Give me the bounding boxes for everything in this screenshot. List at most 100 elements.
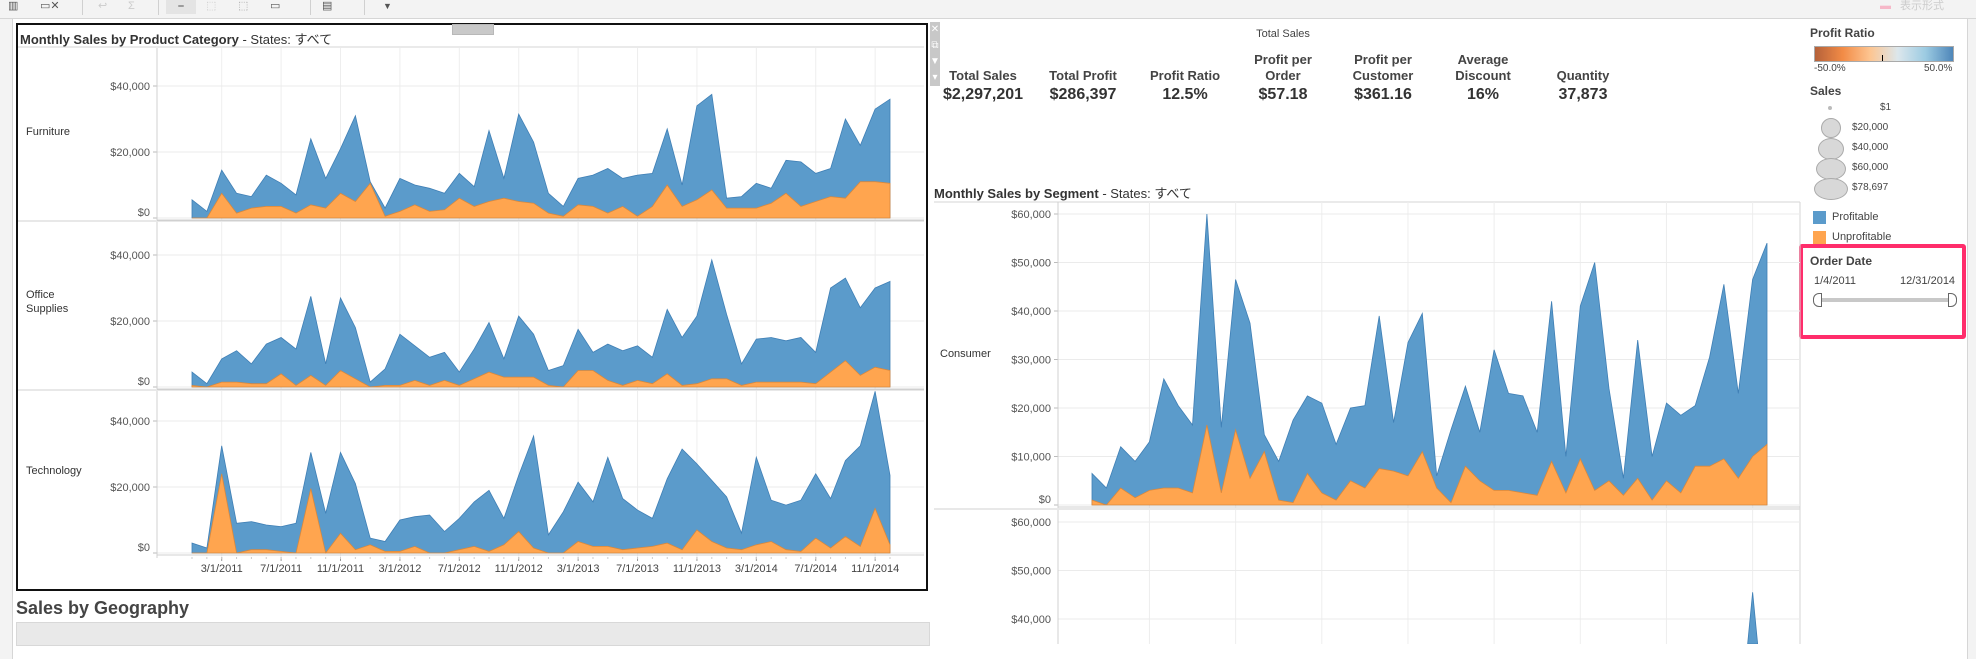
order-date-end: 12/31/2014 (1900, 275, 1956, 287)
title-bold: Monthly Sales by Segment (934, 186, 1099, 201)
order-date-filter-highlight (1799, 244, 1966, 339)
y-tick-label: $40,000 (110, 250, 150, 262)
kpi-profit-per-order: Profit per Order $57.18 (1228, 52, 1338, 104)
legend-swatch-unprofitable[interactable] (1813, 231, 1826, 244)
y-tick-label: $0 (138, 542, 150, 554)
kpi-quantity: Quantity 37,873 (1528, 52, 1638, 104)
frame-icon[interactable]: ⬚ (238, 0, 249, 12)
segment-label-consumer: Consumer (940, 348, 991, 360)
segment-title: Monthly Sales by Segment - States: すべて (934, 183, 1192, 202)
legend-label-unprofitable[interactable]: Unprofitable (1832, 231, 1892, 243)
kpi-value: 16% (1466, 86, 1500, 103)
size-label: $1 (1880, 102, 1892, 113)
area-profitable-furniture (191, 93, 891, 219)
size-circle-icon (1814, 178, 1848, 200)
y-tick-label: $0 (138, 207, 150, 219)
panel-side-toolbar: ✕ ⧉ ▼ ▾ (930, 22, 940, 86)
toolbar-divider (82, 0, 83, 15)
size-label: $40,000 (1852, 142, 1889, 153)
area-unprofitable-furniture (192, 181, 891, 219)
presentation-icon[interactable]: ▤ (322, 0, 333, 12)
fit-icon[interactable]: ⬚ (206, 0, 217, 12)
x-tick-label: 7/1/2014 (794, 563, 837, 575)
size-label: $60,000 (1852, 162, 1889, 173)
x-tick-label: 7/1/2012 (438, 563, 481, 575)
show-me-label[interactable]: 表示形式 (1900, 0, 1944, 12)
popout-icon[interactable]: ⧉ (931, 40, 939, 51)
title-suffix: - States: すべて (1098, 186, 1192, 201)
filter-icon[interactable]: ▼ (930, 56, 940, 67)
y-tick-label: $40,000 (1011, 614, 1051, 626)
category-label-furniture: Furniture (26, 126, 71, 138)
x-tick-label: 3/1/2014 (735, 563, 778, 575)
toolbar-divider (364, 0, 365, 15)
drag-handle[interactable] (452, 24, 494, 35)
x-tick-label: 11/1/2014 (851, 563, 899, 575)
x-tick-label: 7/1/2011 (260, 563, 302, 575)
title-suffix: - States: すべて (238, 32, 333, 47)
gradient-midpoint-marker (1882, 55, 1883, 61)
y-tick-label: $40,000 (1011, 306, 1051, 318)
size-circle-icon (1821, 118, 1841, 138)
profit-ratio-max: 50.0% (1924, 63, 1953, 74)
x-tick-label: 3/1/2012 (379, 563, 422, 575)
chart-icon[interactable]: ▥ (8, 0, 19, 12)
date-slider-track[interactable] (1818, 298, 1952, 302)
toolbar-divider (310, 0, 311, 15)
highlight-icon[interactable]: ⎯ (166, 0, 196, 14)
kpi-header: Total Sales (1256, 28, 1310, 40)
area-profitable-peak (1747, 592, 1759, 644)
undo-icon[interactable]: ↩ (98, 0, 108, 12)
y-tick-label: $50,000 (1011, 258, 1051, 270)
kpi-label: Average Discount (1455, 52, 1511, 83)
kpi-profit-per-customer: Profit per Customer $361.16 (1328, 52, 1438, 104)
legend-label-profitable[interactable]: Profitable (1832, 211, 1879, 223)
sales-legend-title: Sales (1810, 84, 1842, 98)
y-tick-label: $10,000 (1011, 452, 1051, 464)
kpi-profit-ratio: Profit Ratio 12.5% (1130, 52, 1240, 104)
profit-ratio-gradient[interactable] (1814, 46, 1954, 62)
kpi-label: Profit per Customer (1352, 52, 1414, 83)
fix-axes-icon[interactable]: ▭ (270, 0, 281, 12)
y-tick-label: $20,000 (1011, 403, 1051, 415)
y-tick-label: $20,000 (110, 147, 150, 159)
y-tick-label: $20,000 (110, 316, 150, 328)
dropdown-icon[interactable]: ▼ (383, 1, 392, 11)
profit-ratio-legend-title: Profit Ratio (1810, 26, 1875, 40)
x-tick-label: 11/1/2011 (317, 563, 364, 575)
geography-title: Sales by Geography (16, 598, 190, 618)
size-circle-icon (1828, 106, 1832, 110)
order-date-start: 1/4/2011 (1814, 275, 1857, 287)
legend-swatch-profitable[interactable] (1813, 211, 1826, 224)
kpi-value: 12.5% (1162, 86, 1208, 103)
kpi-average-discount: Average Discount 16% (1428, 52, 1538, 104)
kpi-label: Quantity (1556, 68, 1610, 83)
size-label: $78,697 (1852, 182, 1889, 193)
y-tick-label: $60,000 (1011, 517, 1051, 529)
area-unprofitable-technology (192, 473, 891, 554)
kpi-value: $57.18 (1258, 86, 1308, 103)
y-tick-label: $40,000 (110, 81, 150, 93)
y-tick-label: $50,000 (1011, 566, 1051, 578)
date-slider-end-handle[interactable] (1948, 293, 1957, 307)
clear-sheet-icon[interactable]: ▭✕ (40, 0, 60, 12)
close-icon[interactable]: ✕ (930, 24, 940, 35)
x-tick-label: 11/1/2012 (495, 563, 543, 575)
kpi-value: $2,297,201 (942, 86, 1024, 103)
redo-icon[interactable]: Σ (128, 0, 135, 12)
y-tick-label: $40,000 (110, 416, 150, 428)
y-tick-label: $20,000 (110, 482, 150, 494)
y-tick-label: $0 (138, 376, 150, 388)
area-unprofitable-office-supplies (191, 360, 891, 388)
category-label-technology: Technology (26, 465, 82, 477)
kpi-label: Total Profit (1049, 68, 1117, 83)
area-profitable-office-supplies (191, 258, 891, 388)
kpi-label: Profit Ratio (1149, 68, 1221, 83)
date-slider-start-handle[interactable] (1813, 293, 1822, 307)
kpi-value: 37,873 (1558, 86, 1608, 103)
y-tick-label: $30,000 (1011, 355, 1051, 367)
toolbar: ▥ ▭✕ ↩ Σ ⎯ ⬚ ⬚ ▭ ▤ ▼ ▬ 表示形式 (0, 0, 1976, 19)
y-tick-label: $60,000 (1011, 209, 1051, 221)
present-mode-icon[interactable]: ▬ (1880, 0, 1891, 12)
menu-icon[interactable]: ▾ (932, 72, 938, 83)
